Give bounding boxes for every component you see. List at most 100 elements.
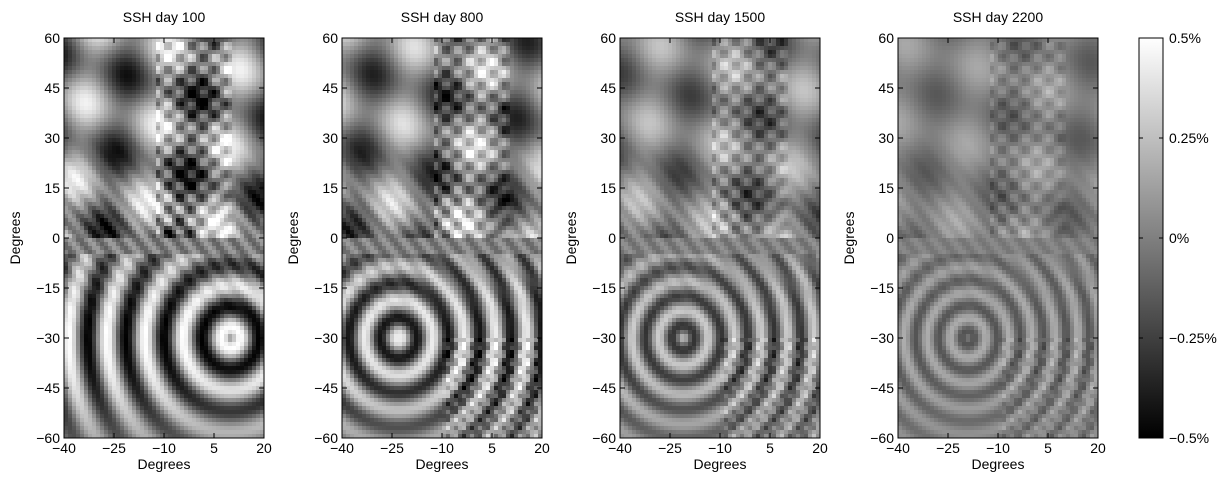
heatmap-cell [208,166,212,170]
heatmap-cell [92,366,96,370]
heatmap-cell [104,146,108,150]
heatmap-cell [140,394,144,398]
heatmap-cell [92,338,96,342]
heatmap-cell [132,126,136,130]
heatmap-cell [112,190,116,194]
heatmap-cell [244,130,248,134]
heatmap-cell [76,266,80,270]
heatmap-cell [68,310,72,314]
heatmap-cell [80,322,84,326]
heatmap-cell [68,318,72,322]
heatmap-cell [244,346,248,350]
heatmap-cell [92,246,96,250]
heatmap-cell [88,198,92,202]
heatmap-cell [76,406,80,410]
heatmap-cell [136,206,140,210]
heatmap-cell [68,194,72,198]
heatmap-cell [100,234,104,238]
heatmap-cell [220,174,224,178]
heatmap-cell [188,170,192,174]
heatmap-cell [100,406,104,410]
heatmap-cell [96,358,100,362]
heatmap-cell [72,430,76,434]
heatmap-cell [192,258,196,262]
heatmap-cell [148,102,152,106]
heatmap-cell [84,306,88,310]
heatmap-cell [120,282,124,286]
heatmap-cell [168,374,172,378]
heatmap-cell [192,62,196,66]
heatmap-cell [228,242,232,246]
heatmap-cell [184,234,188,238]
heatmap-cell [72,242,76,246]
heatmap-cell [176,370,180,374]
heatmap-cell [256,222,260,226]
heatmap-cell [96,250,100,254]
heatmap-cell [188,138,192,142]
heatmap-cell [104,126,108,130]
heatmap-cell [180,410,184,414]
heatmap-cell [176,286,180,290]
heatmap-cell [252,330,256,334]
heatmap-cell [92,306,96,310]
heatmap-cell [216,170,220,174]
heatmap-cell [108,198,112,202]
heatmap-cell [84,390,88,394]
heatmap-cell [232,54,236,58]
heatmap-cell [156,206,160,210]
heatmap-cell [132,58,136,62]
heatmap-cell [184,362,188,366]
heatmap-cell [176,314,180,318]
heatmap-cell [196,94,200,98]
heatmap-cell [176,98,180,102]
heatmap-cell [200,326,204,330]
heatmap-cell [156,394,160,398]
heatmap-cell [96,278,100,282]
heatmap-cell [212,202,216,206]
heatmap-cell [116,434,120,438]
heatmap-cell [128,306,132,310]
heatmap-cell [196,410,200,414]
heatmap-cell [196,154,200,158]
heatmap-cell [88,66,92,70]
heatmap-cell [164,286,168,290]
heatmap-cell [76,206,80,210]
heatmap-cell [188,326,192,330]
heatmap-cell [232,246,236,250]
heatmap-cell [232,422,236,426]
heatmap-cell [244,394,248,398]
heatmap-cell [148,170,152,174]
heatmap-cell [208,74,212,78]
heatmap-cell [232,398,236,402]
heatmap-cell [192,286,196,290]
heatmap-cell [252,50,256,54]
heatmap-cell [84,170,88,174]
heatmap-cell [252,42,256,46]
heatmap-cell [248,258,252,262]
heatmap-cell [248,58,252,62]
heatmap-cell [160,354,164,358]
heatmap-cell [240,154,244,158]
heatmap-cell [180,394,184,398]
heatmap-cell [148,86,152,90]
heatmap-cell [244,62,248,66]
heatmap-cell [188,58,192,62]
heatmap-cell [72,378,76,382]
heatmap-cell [148,266,152,270]
heatmap-cell [100,186,104,190]
heatmap-cell [200,402,204,406]
heatmap-cell [164,294,168,298]
heatmap-cell [220,194,224,198]
heatmap-cell [120,318,124,322]
heatmap-cell [160,186,164,190]
heatmap-cell [248,362,252,366]
heatmap-cell [192,78,196,82]
heatmap-cell [220,230,224,234]
heatmap-cell [208,314,212,318]
heatmap-cell [184,38,188,42]
heatmap-cell [136,218,140,222]
heatmap-cell [224,302,228,306]
heatmap-cell [232,214,236,218]
heatmap-cell [156,194,160,198]
heatmap-cell [120,166,124,170]
